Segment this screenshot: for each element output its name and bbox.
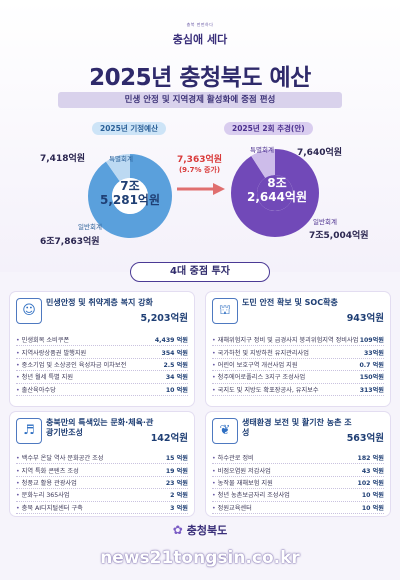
increase-callout: 7,363억원 (9.7% 증가) [177,155,222,174]
increase-amount: 7,363억원 [177,155,223,165]
culture-icon: ♬ [16,418,42,444]
donut-charts [88,149,319,238]
card-title: 생태환경 보전 및 활기찬 농촌 조성 [242,418,352,437]
card-total: 943억원 [346,313,384,324]
left-donut-total-2: 5,281억원 [99,192,161,207]
left-general-caption: 일반회계 [78,223,102,231]
card-culture: ♬ 충북만의 특색있는 문화·체육·관광기반조성 142억원 백수부 온달 역사… [10,412,194,516]
people-icon: ☺ [16,298,42,324]
right-donut-hole [257,175,293,211]
watermark: news21tongsin.co.kr [100,548,300,568]
right-donut-label: 2025년 2회 추경(안) [224,122,313,135]
left-special-caption: 특별회계 [109,155,133,163]
left-donut-special-ring [88,154,172,238]
card-total: 5,203억원 [140,313,188,324]
footer-logo-text: 충청북도 [186,524,228,537]
list-item: 충북 AI디지털센터 구축3 억원 [16,502,188,514]
section-title: 4대 중점 투자 [130,262,270,282]
right-special-amount: 7,640억원 [297,148,343,158]
right-donut-total-1: 8조 [267,176,287,190]
page-subtitle: 민생 안정 및 지역경제 활성화에 중점 편성 [58,92,342,108]
list-item: 어린이 보호구역 개선사업 지원0.7 억원 [212,359,384,372]
left-donut-label: 2025년 기정예산 [92,122,166,135]
card-title: 충북만의 특색있는 문화·체육·관광기반조성 [46,418,154,437]
page-title: 2025년 충청북도 예산 [89,65,311,91]
header-area [0,0,400,272]
road-icon: ⛫ [212,298,238,324]
card-welfare: ☺ 민생안정 및 취약계층 복지 강화 5,203억원 민생회복 소비쿠폰4,4… [10,292,194,406]
logo-tagline: 충북 펀펀하다 [186,22,214,27]
logo-text: 충심애 세다 [172,33,228,46]
right-donut-center: 8조 2,644억원 [242,176,312,205]
right-special-caption: 특별회계 [250,146,274,154]
right-general-caption: 일반회계 [313,218,337,226]
card-total: 142억원 [150,433,188,444]
leaf-icon: ❦ [212,418,238,444]
arrow-right-icon [177,183,225,195]
card-total: 563억원 [346,433,384,444]
left-donut-total-1: 7조 [120,179,140,193]
card-title: 도민 안전 확보 및 SOC확충 [242,298,338,307]
left-special-amount: 7,418억원 [40,154,86,164]
left-general-amount: 6조7,863억원 [40,237,100,247]
increase-percent: (9.7% 증가) [178,165,221,174]
flower-icon: ✿ [172,523,183,537]
footer-logo: ✿ 충청북도 [0,522,400,538]
right-donut-total-2: 2,644억원 [246,189,308,204]
brand-logo: 충북 펀펀하다 충심애 세다 [0,22,400,47]
left-donut-hole [112,178,148,214]
right-donut-special-ring [231,149,319,237]
card-safety: ⛫ 도민 안전 확보 및 SOC확충 943억원 재해위험지구 정비 및 급경사… [206,292,390,406]
right-general-amount: 7조5,004억원 [309,231,369,241]
card-title: 민생안정 및 취약계층 복지 강화 [46,298,153,307]
left-donut-center: 7조 5,281억원 [95,179,165,208]
